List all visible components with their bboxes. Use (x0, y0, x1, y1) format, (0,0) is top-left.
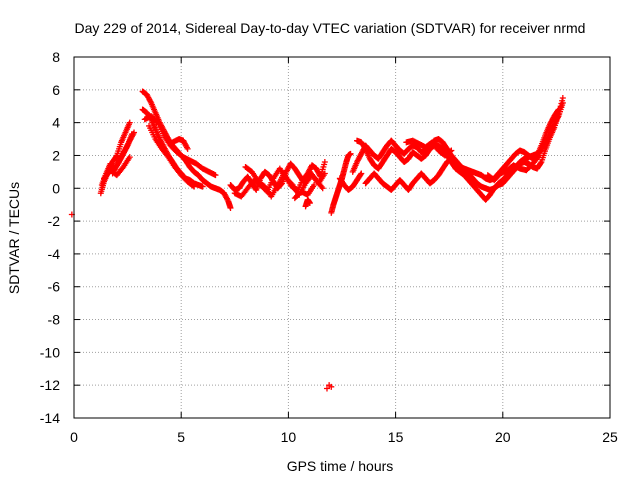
data-series-sdtvar (68, 88, 566, 392)
data-point (227, 204, 234, 211)
data-point (448, 147, 455, 154)
data-point (559, 95, 566, 102)
y-tick-label: -12 (40, 377, 60, 393)
grid-lines (74, 57, 610, 418)
data-point (126, 119, 133, 126)
data-point (328, 383, 335, 390)
plot-frame (73, 56, 611, 419)
data-point (537, 160, 544, 167)
y-tick-label: -2 (48, 213, 61, 229)
data-point (189, 182, 196, 189)
y-tick-label: 6 (52, 82, 60, 98)
y-tick-label: -6 (48, 279, 61, 295)
data-point (199, 183, 206, 190)
data-point (559, 97, 566, 104)
data-point (184, 145, 191, 152)
y-tick-label: 2 (52, 147, 60, 163)
x-axis-ticks: 0 5 10 15 20 25 (70, 57, 618, 445)
x-tick-label: 15 (388, 429, 404, 445)
data-point (357, 171, 364, 178)
data-point (358, 170, 365, 177)
y-axis-ticks: -14 -12 -10 -8 -6 -4 -2 0 2 4 6 8 (40, 49, 610, 426)
y-tick-label: 0 (52, 180, 60, 196)
x-tick-label: 20 (495, 429, 511, 445)
y-axis-label: SDTVAR / TECUs (6, 182, 22, 294)
data-point (212, 172, 219, 179)
x-axis-label: GPS time / hours (287, 458, 394, 474)
data-point (306, 200, 313, 207)
data-point (321, 170, 328, 177)
data-point (131, 129, 138, 136)
x-tick-label: 0 (70, 429, 78, 445)
data-point (447, 148, 454, 155)
data-point (558, 100, 565, 107)
data-point (321, 159, 328, 166)
data-point (555, 106, 562, 113)
data-point (126, 154, 133, 161)
data-point (311, 181, 318, 188)
data-point (191, 183, 198, 190)
x-tick-label: 25 (602, 429, 618, 445)
data-point (557, 103, 564, 110)
y-tick-label: 8 (52, 49, 60, 65)
data-point (323, 385, 330, 392)
y-tick-label: 4 (52, 115, 60, 131)
data-point (347, 150, 354, 157)
y-tick-label: -14 (40, 410, 60, 426)
x-tick-label: 5 (177, 429, 185, 445)
data-point (113, 153, 120, 160)
y-tick-label: -4 (48, 246, 61, 262)
data-point (319, 185, 326, 192)
data-point (554, 107, 561, 114)
y-tick-label: -8 (48, 312, 61, 328)
x-tick-label: 10 (281, 429, 297, 445)
data-point (536, 152, 543, 159)
chart-title: Day 229 of 2014, Sidereal Day-to-day VTE… (75, 20, 586, 36)
data-point (153, 118, 160, 125)
y-tick-label: -10 (40, 344, 60, 360)
